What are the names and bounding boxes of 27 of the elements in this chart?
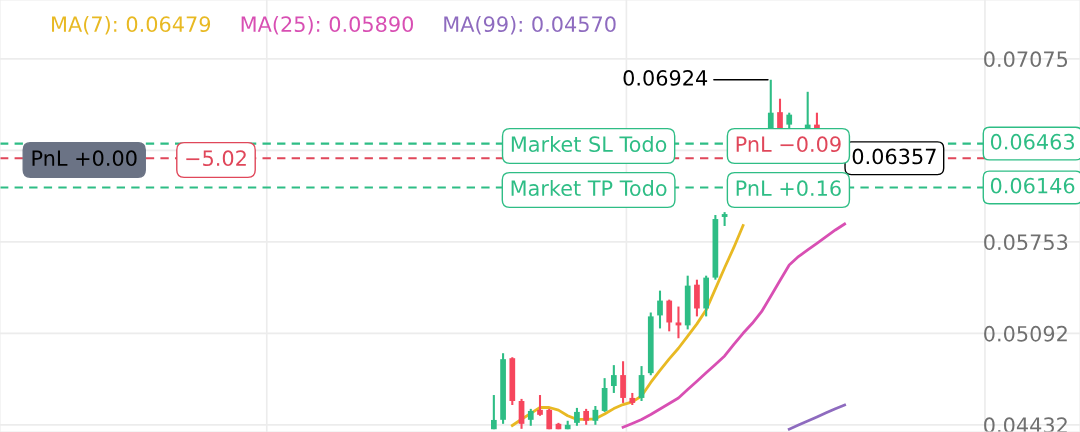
annotation: PnL +0.16 <box>736 180 841 197</box>
annotation: 0.06924 <box>623 70 708 86</box>
annotation: −5.02 <box>186 150 246 167</box>
ref-line-label: 0.06463 <box>990 133 1075 150</box>
line-series <box>510 224 745 427</box>
annotation: PnL +0.00 <box>32 150 137 167</box>
annotation: PnL −0.09 <box>736 136 841 153</box>
candlestick <box>666 298 673 333</box>
text: MA(25): 0.05890 <box>241 15 414 35</box>
candlestick <box>537 393 543 417</box>
ref-line-label: 0.06357 <box>852 148 936 165</box>
y-tick-label: 0.05753 <box>984 234 1068 251</box>
y-tick-label: 0.05092 <box>984 325 1067 342</box>
candlestick <box>620 360 626 404</box>
line-series <box>621 222 847 429</box>
y-tick-label: 0.07075 <box>984 51 1068 68</box>
candlestick <box>657 289 663 330</box>
line-series <box>787 403 847 431</box>
annotation: Market TP Todo <box>511 179 667 197</box>
candlestick <box>490 393 497 431</box>
candlestick <box>610 364 617 394</box>
candlestick <box>694 278 700 318</box>
ref-line-label: 0.06146 <box>990 177 1075 194</box>
annotation: Market SL Todo <box>511 135 667 153</box>
text: MA(99): 0.04570 <box>444 15 616 35</box>
text: MA(7): 0.06479 <box>52 15 211 35</box>
candlestick <box>777 97 783 130</box>
